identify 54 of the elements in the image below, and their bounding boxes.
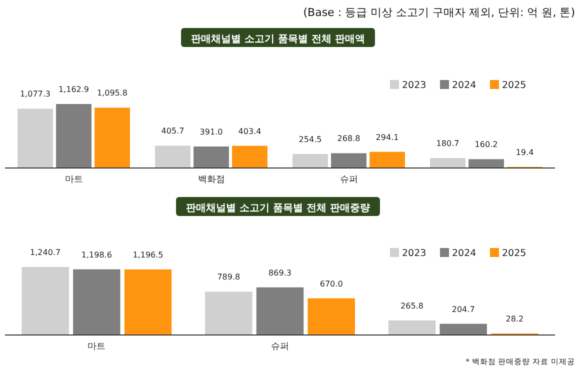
bar (308, 298, 355, 335)
data-label: 204.7 (452, 304, 475, 314)
bar (370, 152, 405, 168)
x-tick-label: 백화점 (198, 175, 225, 185)
bar (18, 108, 53, 168)
legend-label: 2025 (502, 248, 526, 259)
data-label: 265.8 (400, 301, 424, 310)
data-label: 19.4 (516, 148, 534, 157)
bar (468, 159, 504, 168)
legend-label: 2024 (452, 248, 476, 259)
bar (232, 146, 268, 168)
bar (22, 267, 69, 335)
x-tick-label: 마트 (88, 342, 106, 352)
data-label: 1,198.6 (81, 250, 112, 260)
data-label: 1,095.8 (96, 88, 128, 98)
chart-title: 판매채널별 소고기 품목별 전체 판매액 (191, 34, 365, 45)
data-label: 670.0 (320, 279, 343, 288)
data-label: 268.8 (337, 134, 360, 144)
bar (194, 146, 229, 168)
data-label: 403.4 (238, 126, 262, 136)
x-tick-label: 마트 (64, 175, 83, 185)
data-label: 405.7 (161, 126, 184, 136)
data-label: 391.0 (200, 127, 223, 136)
data-label: 869.3 (268, 268, 292, 278)
bar (430, 158, 466, 168)
bar (94, 108, 130, 168)
bar (292, 154, 328, 168)
x-tick-label: 슈퍼 (271, 342, 289, 352)
data-label: 160.2 (474, 140, 498, 150)
bar (388, 320, 436, 335)
legend-label: 2023 (402, 248, 426, 259)
data-label: 294.1 (376, 132, 399, 142)
legend-label: 2025 (502, 80, 526, 91)
bar (205, 292, 252, 335)
data-label: 1,196.5 (132, 250, 164, 260)
data-label: 1,162.9 (58, 85, 90, 94)
data-label: 789.8 (217, 272, 240, 282)
bar (56, 104, 92, 168)
data-label: 28.2 (506, 314, 524, 324)
bar (440, 324, 487, 335)
x-tick-label: 슈퍼 (340, 175, 358, 185)
bar (124, 269, 172, 335)
legend-label: 2023 (402, 80, 426, 91)
data-label: 254.5 (298, 134, 322, 144)
bar (155, 146, 190, 168)
text: (Base : 등급 미상 소고기 구매자 제외, 단위: 억 원, 톤) (303, 6, 575, 19)
bar (73, 269, 120, 335)
chart-title: 판매채널별 소고기 품목별 전체 판매중량 (186, 203, 370, 214)
bar (331, 153, 366, 168)
data-label: 1,077.3 (20, 90, 51, 99)
data-label: 1,240.7 (30, 248, 61, 257)
bar (256, 287, 304, 335)
legend-label: 2024 (452, 80, 476, 91)
data-label: 180.7 (436, 139, 460, 148)
